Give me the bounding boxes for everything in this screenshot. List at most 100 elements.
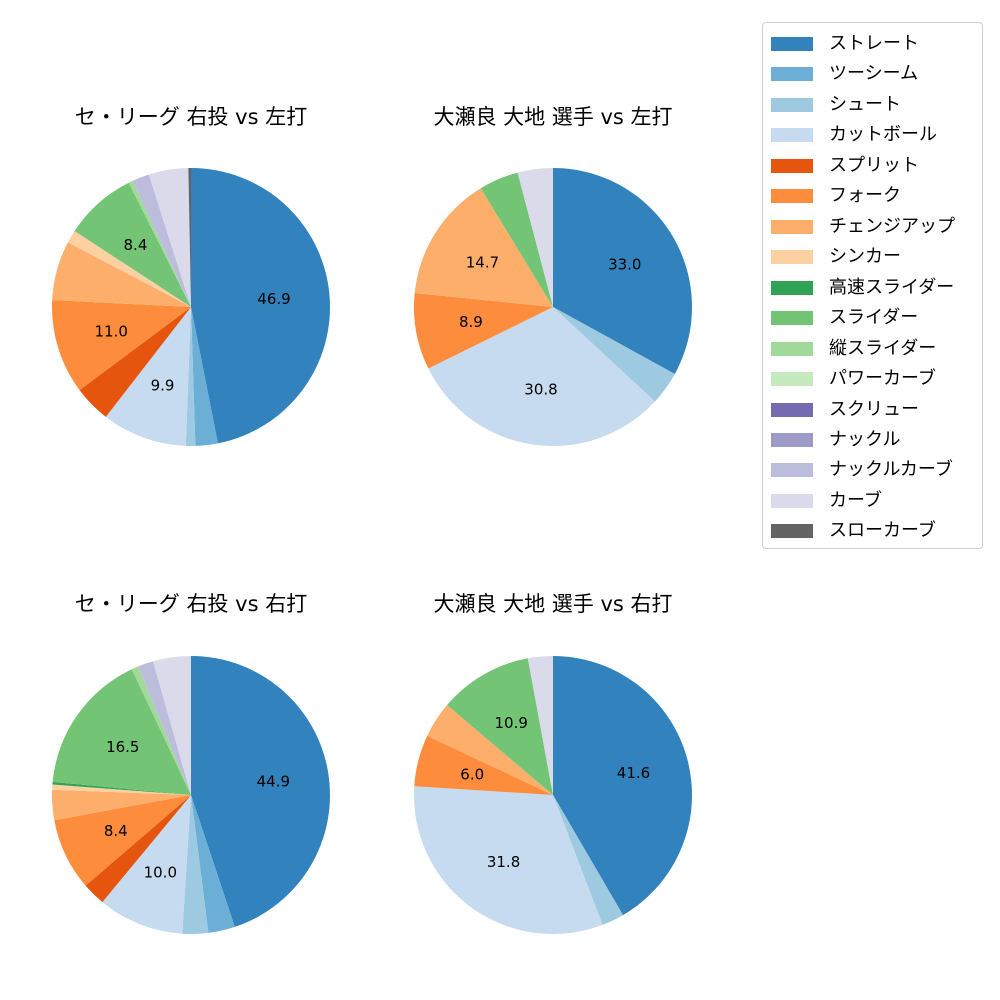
slice-value-label: 10.9 <box>495 714 528 732</box>
legend-label: スローカーブ <box>829 520 936 541</box>
pie-slice <box>132 174 191 307</box>
legend-swatch <box>771 189 813 203</box>
pie-slice <box>553 307 675 402</box>
pie-slice <box>79 307 191 417</box>
pie-slice <box>553 656 692 916</box>
legend-item-knuckle-curve: ナックルカーブ <box>771 460 953 480</box>
chart-title-league-vs-right: セ・リーグ 右投 vs 右打 <box>74 592 308 616</box>
legend-swatch <box>771 463 813 477</box>
pie-slice <box>447 658 553 795</box>
legend-item-changeup: チェンジアップ <box>771 217 955 237</box>
legend-label: パワーカーブ <box>829 368 936 389</box>
legend-swatch <box>771 67 813 81</box>
chart-title-oserra-vs-right: 大瀬良 大地 選手 vs 右打 <box>433 592 673 616</box>
chart-title-league-vs-left: セ・リーグ 右投 vs 左打 <box>74 105 308 129</box>
legend-swatch <box>771 311 813 325</box>
pie-slice <box>191 168 331 444</box>
pie-slice <box>480 172 553 307</box>
legend-label: スライダー <box>829 307 919 328</box>
legend-label: ナックル <box>829 429 901 450</box>
pie-slice <box>105 307 191 446</box>
pie-slice <box>52 300 192 391</box>
legend-swatch <box>771 98 813 112</box>
legend-item-curve: カーブ <box>771 491 882 511</box>
legend-label: 縦スライダー <box>829 338 937 359</box>
legend-label: フォーク <box>829 185 901 206</box>
legend-swatch <box>771 524 813 538</box>
slice-value-label: 6.0 <box>460 765 484 783</box>
legend-item-vertical-slider: 縦スライダー <box>771 339 936 359</box>
slice-value-label: 8.9 <box>459 313 483 331</box>
legend-item-split: スプリット <box>771 156 919 176</box>
slice-value-label: 46.9 <box>257 290 290 308</box>
pie-slice <box>51 789 191 821</box>
slice-value-label: 11.0 <box>95 322 128 340</box>
chart-title-oserra-vs-left: 大瀬良 大地 選手 vs 左打 <box>433 105 673 129</box>
pie-slice <box>191 656 330 927</box>
pie-slice <box>427 705 553 795</box>
legend-label: ツーシーム <box>829 63 919 84</box>
slice-value-label: 9.9 <box>151 376 175 394</box>
legend-item-power-curve: パワーカーブ <box>771 369 936 389</box>
slice-value-label: 8.4 <box>104 822 128 840</box>
pie-league-vs-right: 44.9 10.0 8.4 16.5 <box>51 656 330 934</box>
legend-swatch <box>771 372 813 386</box>
pie-slice <box>153 656 191 795</box>
slice-value-label: 41.6 <box>617 764 650 782</box>
legend-swatch <box>771 128 813 142</box>
pie-league-vs-left: 46.9 9.9 11.0 8.4 <box>52 168 331 446</box>
slice-value-label: 31.8 <box>487 853 520 871</box>
pie-slice <box>102 795 191 934</box>
legend-swatch <box>771 250 813 264</box>
pie-slice <box>52 781 191 795</box>
pie-slice <box>74 182 191 307</box>
slice-value-label: 44.9 <box>257 773 290 791</box>
legend-label: スプリット <box>829 155 919 176</box>
legend-label: ストレート <box>829 33 919 54</box>
pie-slice <box>131 666 191 795</box>
slice-value-label: 16.5 <box>106 738 139 756</box>
pie-slice <box>428 307 655 447</box>
legend-label: 高速スライダー <box>829 277 955 298</box>
legend-swatch <box>771 37 813 51</box>
pie-slice <box>191 307 218 446</box>
legend-item-slow-curve: スローカーブ <box>771 521 936 541</box>
legend-item-slider: スライダー <box>771 308 918 328</box>
pie-slice <box>52 242 191 307</box>
legend-label: スクリュー <box>829 399 919 420</box>
pie-slice <box>182 795 209 934</box>
pie-slice <box>414 786 603 934</box>
legend-label: カーブ <box>829 490 882 511</box>
pie-slice <box>128 180 191 307</box>
legend-label: カットボール <box>829 124 937 145</box>
legend-swatch <box>771 494 813 508</box>
pie-oserra-vs-right: 41.6 31.8 6.0 10.9 <box>414 656 692 934</box>
legend-item-screwball: スクリュー <box>771 400 919 420</box>
legend-item-fast-slider: 高速スライダー <box>771 278 954 298</box>
legend-item-straight: ストレート <box>771 34 919 54</box>
pie-slice <box>414 735 553 795</box>
legend-item-fork: フォーク <box>771 186 901 206</box>
slice-value-label: 14.7 <box>466 254 499 272</box>
pie-slice <box>138 661 191 795</box>
legend-item-two-seam: ツーシーム <box>771 64 918 84</box>
legend-swatch <box>771 159 813 173</box>
legend-swatch <box>771 220 813 234</box>
slice-value-label: 10.0 <box>144 864 177 882</box>
legend: ストレート ツーシーム シュート カットボール スプリット フォーク チェンジア… <box>762 22 983 549</box>
legend-item-knuckle: ナックル <box>771 430 900 450</box>
legend-swatch <box>771 342 813 356</box>
pie-slice <box>553 795 624 925</box>
pie-oserra-vs-left: 33.0 30.8 8.9 14.7 <box>414 168 693 447</box>
pie-slice <box>54 795 191 886</box>
legend-swatch <box>771 403 813 417</box>
pie-slice <box>52 669 192 795</box>
pie-slice <box>414 188 553 307</box>
pie-slice <box>67 231 191 307</box>
pie-slice <box>148 168 191 307</box>
legend-item-sinker: シンカー <box>771 247 901 267</box>
slice-value-label: 8.4 <box>124 236 148 254</box>
slice-value-label: 30.8 <box>524 381 557 399</box>
pie-slice <box>553 168 693 374</box>
